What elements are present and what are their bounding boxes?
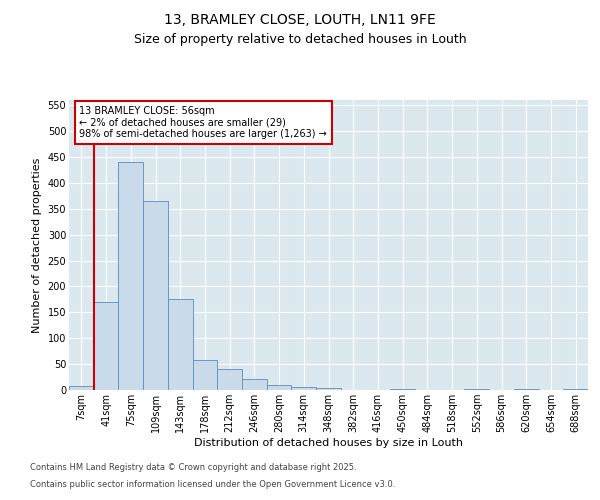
Text: Contains public sector information licensed under the Open Government Licence v3: Contains public sector information licen… [30,480,395,489]
Text: 13, BRAMLEY CLOSE, LOUTH, LN11 9FE: 13, BRAMLEY CLOSE, LOUTH, LN11 9FE [164,12,436,26]
Bar [514,389,539,390]
Bar [316,388,341,390]
Bar [292,388,316,390]
Text: Size of property relative to detached houses in Louth: Size of property relative to detached ho… [134,32,466,46]
Bar [390,389,415,390]
Bar [464,389,489,390]
Bar [193,360,217,390]
Bar [118,162,143,390]
Bar [267,385,292,390]
Y-axis label: Number of detached properties: Number of detached properties [32,158,42,332]
Bar [242,378,267,390]
Text: Contains HM Land Registry data © Crown copyright and database right 2025.: Contains HM Land Registry data © Crown c… [30,464,356,472]
Bar [563,389,588,390]
Bar [143,201,168,390]
Bar [94,302,118,390]
Text: 13 BRAMLEY CLOSE: 56sqm
← 2% of detached houses are smaller (29)
98% of semi-det: 13 BRAMLEY CLOSE: 56sqm ← 2% of detached… [79,106,327,139]
Bar [217,370,242,390]
X-axis label: Distribution of detached houses by size in Louth: Distribution of detached houses by size … [194,438,463,448]
Bar [69,386,94,390]
Bar [168,300,193,390]
